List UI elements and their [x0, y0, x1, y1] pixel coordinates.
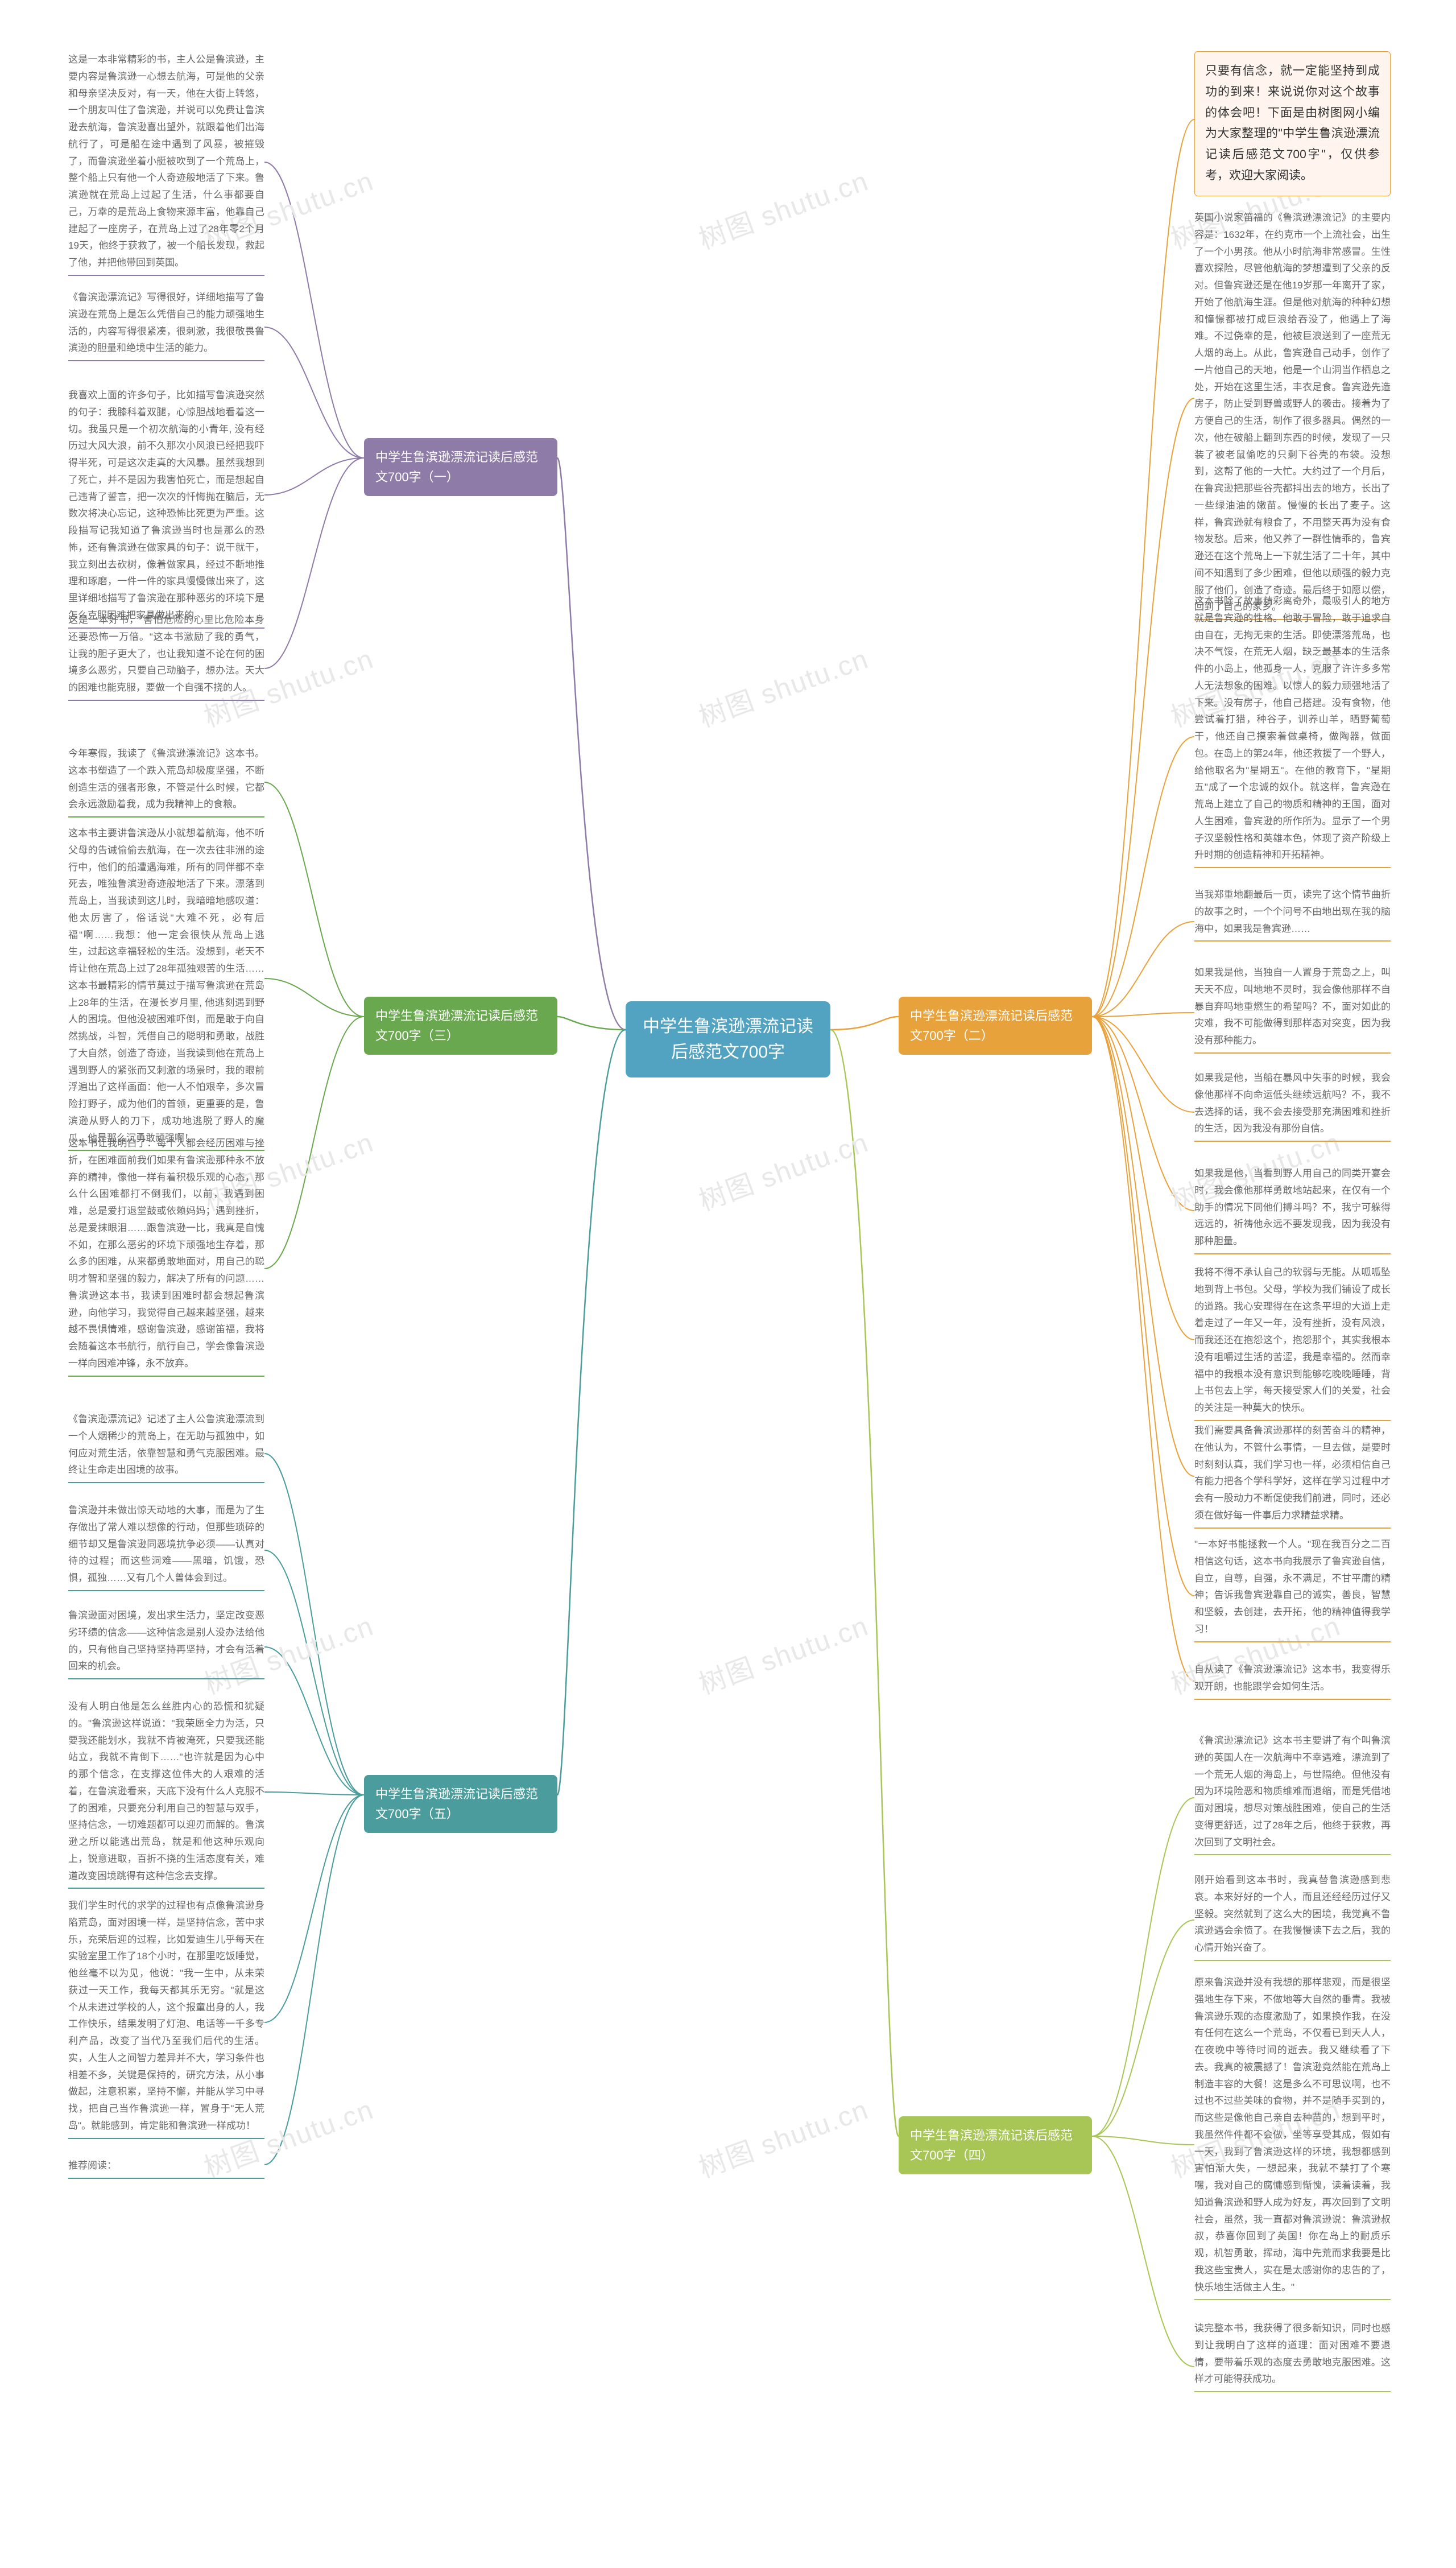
leaf-text: 这本书让我明白了：每个人都会经历困难与挫折，在困难面前我们如果有鲁滨逊那种永不放… [68, 1135, 264, 1377]
leaf-text: 我们学生时代的求学的过程也有点像鲁滨逊身陷荒岛，面对困境一样，是坚持信念，苦中求… [68, 1897, 264, 2139]
branch-node[interactable]: 中学生鲁滨逊漂流记读后感范文700字（二） [899, 997, 1092, 1055]
leaf-text: 这是一本好书，"害怕危险的心里比危险本身还要恐怖一万倍。"这本书激励了我的勇气，… [68, 612, 264, 701]
leaf-text: 推荐阅读： [68, 2157, 264, 2179]
leaf-text: 今年寒假，我读了《鲁滨逊漂流记》这本书。这本书塑造了一个跌入荒岛却极度坚强，不断… [68, 745, 264, 818]
leaf-text: 自从读了《鲁滨逊漂流记》这本书，我变得乐观开朗，也能跟学会如何生活。 [1194, 1661, 1391, 1700]
leaf-text: 如果我是他，当船在暴风中失事的时候，我会像他那样不向命运低头继续远航吗？不，我不… [1194, 1070, 1391, 1142]
leaf-text: 这本书主要讲鲁滨逊从小就想着航海，他不听父母的告诫偷偷去航海，在一次去往非洲的途… [68, 825, 264, 1151]
leaf-text: 原来鲁滨逊并没有我想的那样悲观，而是很坚强地生存下来，不做地等大自然的垂青。我被… [1194, 1974, 1391, 2300]
leaf-text: 鲁滨逊并未做出惊天动地的大事，而是为了生存做出了常人难以想像的行动，但那些琐碎的… [68, 1502, 264, 1591]
leaf-text: 我们需要具备鲁滨逊那样的刻苦奋斗的精神，在他认为，不管什么事情，一旦去做，是要时… [1194, 1422, 1391, 1529]
leaf-text: 《鲁滨逊漂流记》记述了主人公鲁滨逊漂流到一个人烟稀少的荒岛上，在无助与孤独中，如… [68, 1411, 264, 1483]
watermark: 树图 shutu.cn [692, 159, 873, 257]
leaf-text: 英国小说家笛福的《鲁滨逊漂流记》的主要内容是：1632年，在约克市一个上流社会，… [1194, 209, 1391, 620]
branch-node[interactable]: 中学生鲁滨逊漂流记读后感范文700字（一） [364, 438, 557, 496]
leaf-text: 《鲁滨逊漂流记》写得很好，详细地描写了鲁滨逊在荒岛上是怎么凭借自己的能力顽强地生… [68, 289, 264, 361]
branch-node[interactable]: 中学生鲁滨逊漂流记读后感范文700字（三） [364, 997, 557, 1055]
leaf-text: 刚开始看到这本书时，我真替鲁滨逊感到悲哀。本来好好的一个人，而且还经经历过仔又坚… [1194, 1872, 1391, 1961]
leaf-text: 如果我是他，当独自一人置身于荒岛之上，叫天天不应，叫地地不灵时，我会像他那样不自… [1194, 964, 1391, 1054]
watermark: 树图 shutu.cn [692, 2087, 873, 2186]
leaf-text: 没有人明白他是怎么丝胜内心的恐慌和犹疑的。"鲁滨逊这样说道："我荣愿全力为活，只… [68, 1698, 264, 1889]
leaf-text: 读完整本书，我获得了很多新知识，同时也感到让我明白了这样的道理：面对困难不要退情… [1194, 2320, 1391, 2392]
watermark: 树图 shutu.cn [692, 1120, 873, 1219]
leaf-text: 我将不得不承认自己的软弱与无能。从呱呱坠地到背上书包。父母，学校为我们铺设了成长… [1194, 1264, 1391, 1421]
leaf-text: 当我郑重地翻最后一页，读完了这个情节曲折的故事之时，一个个问号不由地出现在我的脑… [1194, 886, 1391, 942]
leaf-text: 只要有信念，就一定能坚持到成功的到来！来说说你对这个故事的体会吧！下面是由树图网… [1194, 51, 1391, 196]
branch-node[interactable]: 中学生鲁滨逊漂流记读后感范文700字（四） [899, 2116, 1092, 2174]
watermark: 树图 shutu.cn [692, 637, 873, 735]
leaf-text: 鲁滨逊面对困境，发出求生活力，坚定改变恶劣环绩的信念——这种信念是别人没办法给他… [68, 1607, 264, 1679]
watermark: 树图 shutu.cn [692, 1604, 873, 1702]
leaf-text: 这是一本非常精彩的书，主人公是鲁滨逊，主要内容是鲁滨逊一心想去航海，可是他的父亲… [68, 51, 264, 276]
leaf-text: 《鲁滨逊漂流记》这本书主要讲了有个叫鲁滨逊的英国人在一次航海中不幸遇难，漂流到了… [1194, 1732, 1391, 1855]
leaf-text: 我喜欢上面的许多句子，比如描写鲁滨逊突然的句子：我膝科着双腿，心惊胆战地看着这一… [68, 387, 264, 629]
leaf-text: 如果我是他，当看到野人用自己的同类开宴会时，我会像他那样勇敢地站起来，在仅有一个… [1194, 1165, 1391, 1254]
leaf-text: "一本好书能拯救一个人。"现在我百分之二百相信这句话，这本书向我展示了鲁宾逊自信… [1194, 1536, 1391, 1642]
center-node[interactable]: 中学生鲁滨逊漂流记读后感范文700字 [626, 1001, 830, 1077]
leaf-text: 这本书除了故事精彩离奇外，最吸引人的地方就是鲁宾逊的性格。他敢于冒险，敢于追求自… [1194, 593, 1391, 868]
branch-node[interactable]: 中学生鲁滨逊漂流记读后感范文700字（五） [364, 1775, 557, 1833]
